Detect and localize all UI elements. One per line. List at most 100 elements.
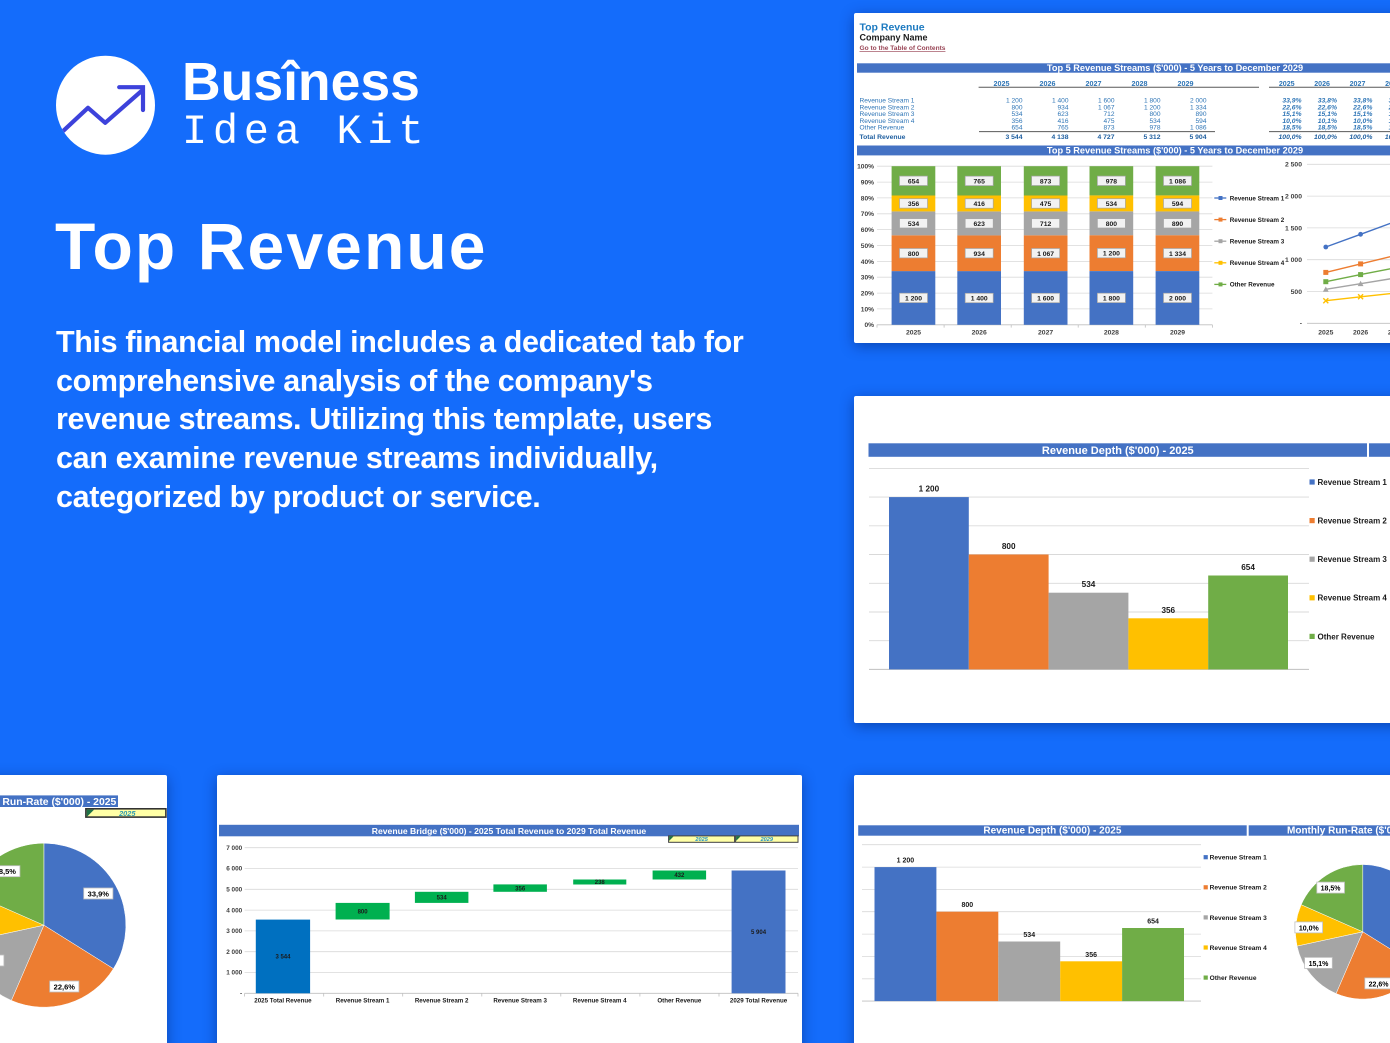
svg-text:3 000: 3 000 [227,928,243,935]
svg-text:712: 712 [1103,111,1114,118]
svg-text:Revenue Stream 1: Revenue Stream 1 [860,97,915,104]
svg-text:2025: 2025 [695,837,709,843]
svg-text:15,1%: 15,1% [1389,111,1390,118]
svg-text:800: 800 [961,902,973,909]
svg-text:356: 356 [1085,951,1097,958]
svg-text:Revenue Stream 4: Revenue Stream 4 [860,117,915,124]
svg-text:1 086: 1 086 [1169,178,1186,185]
svg-text:100,0%: 100,0% [1314,134,1337,141]
svg-text:Revenue Stream 2: Revenue Stream 2 [860,104,915,111]
svg-text:-: - [240,990,242,997]
svg-text:4 000: 4 000 [227,907,243,914]
svg-text:1 800: 1 800 [1103,295,1120,302]
svg-text:500: 500 [1291,288,1303,295]
svg-text:Revenue Stream 3: Revenue Stream 3 [1318,555,1388,564]
svg-text:594: 594 [1172,200,1184,207]
svg-text:33,9%: 33,9% [87,889,109,898]
svg-text:100,0%: 100,0% [1279,134,1302,141]
svg-text:356: 356 [1011,117,1022,124]
svg-text:2025: 2025 [1318,329,1333,336]
svg-text:2 000: 2 000 [1169,295,1186,302]
svg-text:356: 356 [1161,606,1175,615]
svg-text:Revenue Stream 2: Revenue Stream 2 [415,997,469,1004]
svg-text:Monthly Run-Rate ($'000) - 202: Monthly Run-Rate ($'000) - 2025 [1287,825,1390,836]
svg-text:1 067: 1 067 [1098,104,1115,111]
svg-text:18,5%: 18,5% [1282,124,1301,131]
svg-text:5 000: 5 000 [227,886,243,893]
svg-text:15,1%: 15,1% [1318,111,1337,118]
svg-text:Other Revenue: Other Revenue [860,124,905,131]
svg-text:18,4%: 18,4% [1389,124,1390,131]
svg-text:Revenue Stream 2: Revenue Stream 2 [1318,517,1388,526]
svg-text:1 400: 1 400 [1052,97,1069,104]
svg-text:Revenue Stream 2: Revenue Stream 2 [1209,884,1267,891]
svg-text:2026: 2026 [972,329,987,336]
svg-text:416: 416 [974,201,986,208]
svg-text:4 138: 4 138 [1051,134,1068,141]
svg-text:Revenue Bridge ($'000) - 2025: Revenue Bridge ($'000) - 2025 Total Reve… [372,825,647,835]
svg-text:873: 873 [1103,124,1114,131]
svg-text:Revenue Stream 1: Revenue Stream 1 [1230,195,1285,202]
svg-text:100,0%: 100,0% [1385,134,1390,141]
svg-text:22,6%: 22,6% [1317,104,1337,111]
svg-text:70%: 70% [861,211,874,218]
svg-text:22,6%: 22,6% [1281,104,1301,111]
svg-text:Total Revenue: Total Revenue [860,134,906,141]
svg-text:1 000: 1 000 [227,969,243,976]
svg-text:1 200: 1 200 [1144,104,1161,111]
svg-text:50%: 50% [861,242,874,249]
svg-text:978: 978 [1149,124,1160,131]
svg-text:Revenue Stream 3: Revenue Stream 3 [494,997,548,1004]
svg-text:22,6%: 22,6% [1352,104,1372,111]
svg-text:1 500: 1 500 [1285,225,1302,232]
svg-text:Revenue Stream 3: Revenue Stream 3 [1230,238,1285,245]
svg-text:2025: 2025 [906,329,921,336]
svg-text:1 000: 1 000 [1285,257,1302,264]
svg-text:22,6%: 22,6% [1368,981,1389,988]
svg-text:2027: 2027 [1350,79,1366,87]
svg-text:2028: 2028 [1104,329,1119,336]
svg-text:10,0%: 10,0% [1282,117,1301,124]
svg-text:Revenue Stream 4: Revenue Stream 4 [1230,260,1285,267]
svg-text:934: 934 [1057,104,1068,111]
svg-text:800: 800 [908,250,920,257]
svg-text:10,1%: 10,1% [1389,117,1390,124]
svg-text:800: 800 [358,909,369,915]
svg-text:765: 765 [1057,124,1068,131]
svg-text:800: 800 [1149,111,1160,118]
svg-text:Top 5 Revenue Streams ($'000): Top 5 Revenue Streams ($'000) - 5 Years … [1047,145,1303,155]
svg-text:1 200: 1 200 [896,857,914,864]
svg-text:2029: 2029 [1178,78,1194,87]
svg-text:Top 5 Revenue Streams ($'000): Top 5 Revenue Streams ($'000) - 5 Years … [1047,63,1303,73]
svg-text:2029 Total Revenue: 2029 Total Revenue [730,997,788,1004]
svg-text:2027: 2027 [1388,329,1390,336]
svg-text:475: 475 [1103,117,1114,124]
svg-text:Revenue Stream 3: Revenue Stream 3 [860,111,915,118]
svg-text:238: 238 [595,880,606,886]
svg-text:Company Name: Company Name [860,32,928,42]
svg-text:33,9%: 33,9% [1389,97,1390,104]
svg-text:-: - [1300,320,1302,327]
svg-text:2 000: 2 000 [1285,193,1302,200]
svg-text:15,1%: 15,1% [1282,111,1301,118]
svg-text:10,1%: 10,1% [1318,117,1337,124]
svg-text:3 544: 3 544 [276,954,292,960]
svg-text:4 727: 4 727 [1097,134,1114,141]
svg-text:Other Revenue: Other Revenue [1230,281,1275,288]
svg-text:934: 934 [974,250,986,257]
svg-text:1 200: 1 200 [905,295,922,302]
svg-text:2025: 2025 [1279,79,1295,87]
svg-text:1 400: 1 400 [971,295,988,302]
svg-text:1 800: 1 800 [1144,97,1161,104]
svg-text:800: 800 [1106,220,1118,227]
svg-text:2 500: 2 500 [1285,161,1302,168]
svg-text:1 334: 1 334 [1169,250,1186,257]
svg-text:356: 356 [908,201,920,208]
svg-text:Other Revenue: Other Revenue [1209,975,1256,982]
svg-text:Revenue Depth ($'000) - 2025: Revenue Depth ($'000) - 2025 [983,825,1121,836]
svg-text:18,5%: 18,5% [0,867,16,876]
svg-text:Revenue Stream 2: Revenue Stream 2 [1230,216,1285,223]
svg-text:534: 534 [908,220,920,227]
svg-text:534: 534 [1106,200,1118,207]
svg-text:60%: 60% [861,227,874,234]
